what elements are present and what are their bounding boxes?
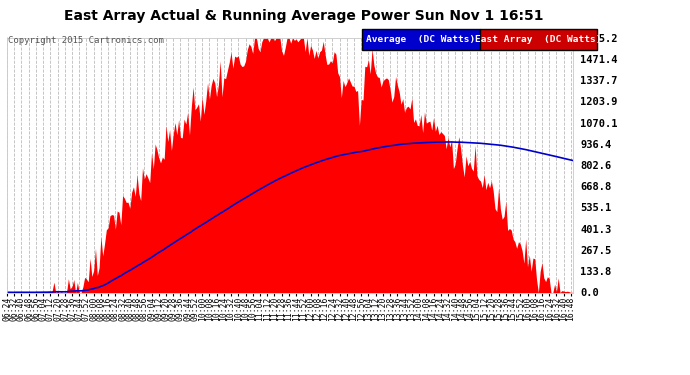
- Text: Copyright 2015 Cartronics.com: Copyright 2015 Cartronics.com: [8, 36, 164, 45]
- Text: East Array Actual & Running Average Power Sun Nov 1 16:51: East Array Actual & Running Average Powe…: [64, 9, 543, 23]
- Text: East Array  (DC Watts): East Array (DC Watts): [475, 35, 602, 44]
- Text: Average  (DC Watts): Average (DC Watts): [366, 35, 475, 44]
